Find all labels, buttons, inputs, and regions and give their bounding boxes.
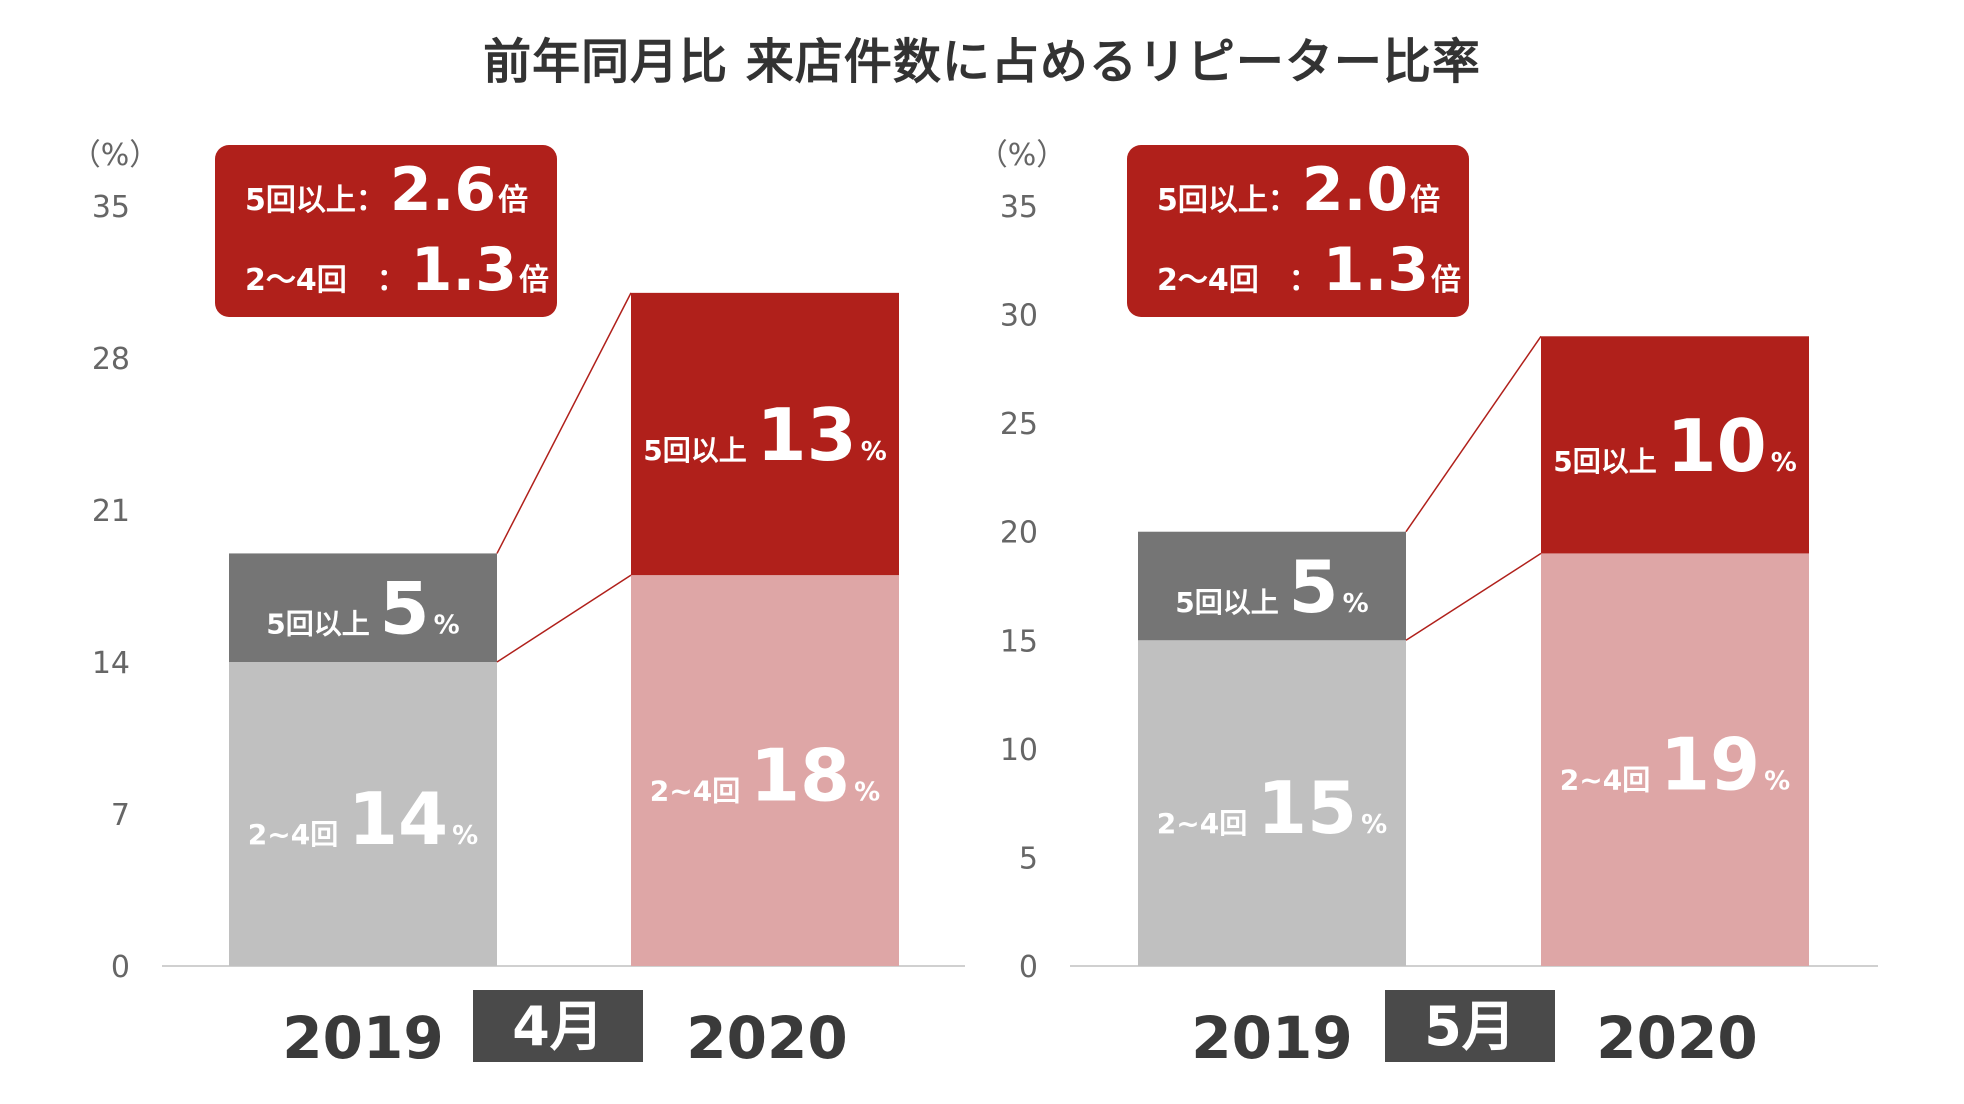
month-badge — [1385, 990, 1555, 1062]
ratio-callout-box — [1127, 145, 1469, 317]
data-label: 2~4回 18% — [650, 734, 880, 818]
y-tick-label: 0 — [111, 950, 130, 985]
bar-segment-2020-2-4 — [631, 575, 899, 966]
y-tick-label: 0 — [1019, 950, 1038, 985]
series-name-label: 2~4回 — [650, 775, 750, 808]
value-label: 19 — [1660, 723, 1760, 807]
data-label: 5回以上 13% — [643, 393, 887, 477]
value-label: 10 — [1666, 404, 1766, 488]
bar-segment-2019-2-4 — [1138, 640, 1406, 966]
page-title: 前年同月比 来店件数に占めるリピーター比率 — [483, 34, 1481, 90]
y-tick-label: 21 — [92, 494, 130, 529]
series-name-label: 5回以上 — [643, 434, 756, 467]
percent-suffix: % — [1764, 767, 1790, 797]
callout-line-suffix: 倍 — [498, 183, 528, 218]
callout-line: 2～4回 ：1.3倍 — [1157, 235, 1461, 305]
y-axis-unit: （%） — [71, 138, 160, 173]
connector-line-5plus — [1405, 335, 1542, 533]
x-category-label: 2019 — [1191, 1004, 1352, 1072]
percent-suffix: % — [861, 437, 887, 467]
x-category-label: 2020 — [686, 1004, 847, 1072]
percent-suffix: % — [452, 821, 478, 851]
callout-line-suffix: 倍 — [519, 263, 549, 298]
percent-suffix: % — [434, 611, 460, 641]
data-label: 5回以上 10% — [1553, 404, 1797, 488]
x-category-label: 2019 — [282, 1004, 443, 1072]
series-name-label: 2~4回 — [1157, 807, 1257, 840]
month-label: 4月 — [512, 995, 604, 1058]
callout-line: 5回以上：2.0倍 — [1157, 155, 1440, 225]
value-label: 14 — [348, 777, 448, 861]
series-name-label: 5回以上 — [266, 608, 379, 641]
y-tick-label: 35 — [92, 190, 130, 225]
percent-suffix: % — [1361, 810, 1387, 840]
value-label: 15 — [1257, 766, 1357, 850]
bar-segment-2019-5plus — [1138, 531, 1406, 641]
percent-suffix: % — [1343, 589, 1369, 619]
connector-line-5plus — [496, 292, 632, 554]
value-label: 5 — [1289, 545, 1339, 629]
series-name-label: 2~4回 — [248, 818, 348, 851]
percent-suffix: % — [854, 778, 880, 808]
y-tick-label: 20 — [1000, 516, 1038, 551]
y-tick-label: 14 — [92, 646, 130, 681]
bar-segment-2020-5plus — [1541, 336, 1809, 554]
y-tick-label: 30 — [1000, 299, 1038, 334]
bar-segment-2020-5plus — [631, 292, 899, 576]
month-badge — [473, 990, 643, 1062]
bar-segment-2019-5plus — [229, 553, 497, 662]
y-tick-label: 35 — [1000, 190, 1038, 225]
data-label: 2~4回 14% — [248, 777, 478, 861]
bar-segment-2020-2-4 — [1541, 553, 1809, 966]
x-category-label: 2020 — [1596, 1004, 1757, 1072]
y-tick-label: 25 — [1000, 407, 1038, 442]
callout-line: 5回以上：2.6倍 — [245, 155, 528, 225]
y-tick-label: 10 — [1000, 733, 1038, 768]
callout-line-label: 5回以上： — [245, 183, 386, 218]
callout-line-label: 2～4回 ： — [1157, 263, 1319, 298]
callout-line-value: 1.3 — [1323, 235, 1429, 305]
y-tick-label: 7 — [111, 798, 130, 833]
callout-line-value: 1.3 — [411, 235, 517, 305]
callout-line-label: 5回以上： — [1157, 183, 1298, 218]
value-label: 18 — [750, 734, 850, 818]
y-tick-label: 15 — [1000, 624, 1038, 659]
callout-line-suffix: 倍 — [1410, 183, 1440, 218]
callout-line-value: 2.6 — [390, 155, 496, 225]
connector-line-2-4 — [496, 574, 632, 663]
series-name-label: 5回以上 — [1175, 586, 1288, 619]
connector-line-2-4 — [1405, 552, 1542, 641]
callout-line: 2～4回 ：1.3倍 — [245, 235, 549, 305]
bar-segment-2019-2-4 — [229, 662, 497, 966]
data-label: 5回以上 5% — [266, 567, 459, 651]
y-tick-label: 28 — [92, 342, 130, 377]
month-label: 5月 — [1424, 995, 1516, 1058]
series-name-label: 5回以上 — [1553, 445, 1666, 478]
callout-line-label: 2～4回 ： — [245, 263, 407, 298]
y-tick-label: 5 — [1019, 841, 1038, 876]
ratio-callout-box — [215, 145, 557, 317]
callout-line-suffix: 倍 — [1431, 263, 1461, 298]
series-name-label: 2~4回 — [1560, 764, 1660, 797]
percent-suffix: % — [1771, 448, 1797, 478]
value-label: 13 — [756, 393, 856, 477]
callout-line-value: 2.0 — [1302, 155, 1408, 225]
y-axis-unit: （%） — [978, 138, 1067, 173]
data-label: 2~4回 19% — [1560, 723, 1790, 807]
data-label: 2~4回 15% — [1157, 766, 1387, 850]
value-label: 5 — [380, 567, 430, 651]
data-label: 5回以上 5% — [1175, 545, 1368, 629]
